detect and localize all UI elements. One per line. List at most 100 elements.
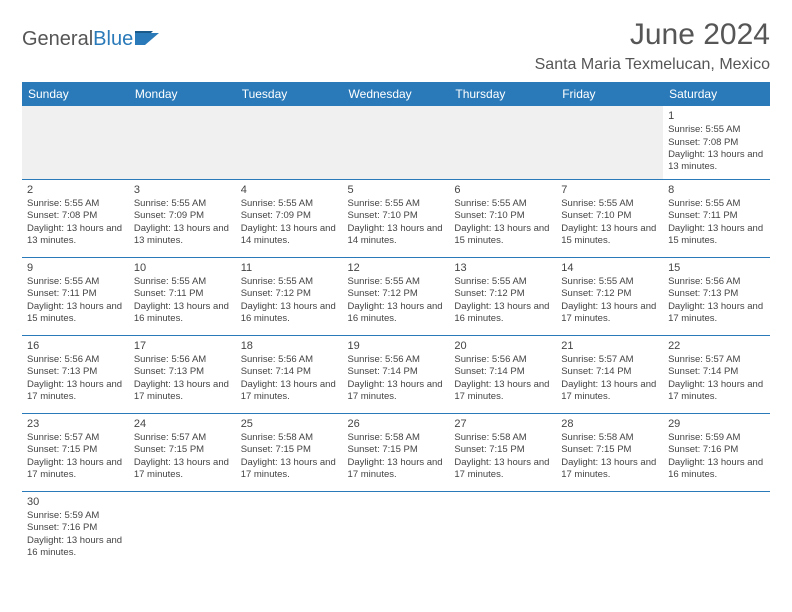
daylight-text: Daylight: 13 hours and 13 minutes. — [134, 223, 231, 248]
daylight-text: Daylight: 13 hours and 17 minutes. — [27, 379, 124, 404]
daylight-text: Daylight: 13 hours and 17 minutes. — [27, 457, 124, 482]
daylight-text: Daylight: 13 hours and 16 minutes. — [348, 301, 445, 326]
calendar-cell: 20Sunrise: 5:56 AMSunset: 7:14 PMDayligh… — [449, 335, 556, 413]
calendar-cell: 4Sunrise: 5:55 AMSunset: 7:09 PMDaylight… — [236, 179, 343, 257]
day-number: 14 — [561, 261, 658, 275]
calendar-cell — [556, 491, 663, 569]
sunrise-text: Sunrise: 5:57 AM — [668, 354, 765, 366]
day-number: 23 — [27, 417, 124, 431]
day-number: 13 — [454, 261, 551, 275]
sunrise-text: Sunrise: 5:56 AM — [27, 354, 124, 366]
sunset-text: Sunset: 7:15 PM — [241, 444, 338, 456]
logo-flag-icon — [135, 31, 161, 49]
daylight-text: Daylight: 13 hours and 13 minutes. — [668, 149, 765, 174]
sunrise-text: Sunrise: 5:56 AM — [241, 354, 338, 366]
day-header: Tuesday — [236, 82, 343, 106]
day-number: 24 — [134, 417, 231, 431]
day-number: 19 — [348, 339, 445, 353]
daylight-text: Daylight: 13 hours and 14 minutes. — [241, 223, 338, 248]
calendar-cell: 16Sunrise: 5:56 AMSunset: 7:13 PMDayligh… — [22, 335, 129, 413]
sunrise-text: Sunrise: 5:58 AM — [561, 432, 658, 444]
calendar-cell: 24Sunrise: 5:57 AMSunset: 7:15 PMDayligh… — [129, 413, 236, 491]
sunrise-text: Sunrise: 5:55 AM — [561, 198, 658, 210]
calendar-cell: 21Sunrise: 5:57 AMSunset: 7:14 PMDayligh… — [556, 335, 663, 413]
calendar-table: SundayMondayTuesdayWednesdayThursdayFrid… — [22, 82, 770, 569]
sunset-text: Sunset: 7:14 PM — [348, 366, 445, 378]
sunrise-text: Sunrise: 5:55 AM — [561, 276, 658, 288]
day-number: 26 — [348, 417, 445, 431]
daylight-text: Daylight: 13 hours and 17 minutes. — [241, 457, 338, 482]
sunset-text: Sunset: 7:09 PM — [241, 210, 338, 222]
sunset-text: Sunset: 7:10 PM — [454, 210, 551, 222]
calendar-cell — [129, 106, 236, 179]
sunrise-text: Sunrise: 5:55 AM — [241, 276, 338, 288]
sunset-text: Sunset: 7:14 PM — [561, 366, 658, 378]
day-number: 27 — [454, 417, 551, 431]
daylight-text: Daylight: 13 hours and 17 minutes. — [348, 457, 445, 482]
daylight-text: Daylight: 13 hours and 17 minutes. — [134, 457, 231, 482]
sunset-text: Sunset: 7:13 PM — [668, 288, 765, 300]
sunrise-text: Sunrise: 5:55 AM — [134, 276, 231, 288]
day-number: 25 — [241, 417, 338, 431]
day-number: 10 — [134, 261, 231, 275]
sunset-text: Sunset: 7:15 PM — [454, 444, 551, 456]
logo-text-1: General — [22, 28, 93, 50]
day-number: 16 — [27, 339, 124, 353]
calendar-body: 1Sunrise: 5:55 AMSunset: 7:08 PMDaylight… — [22, 106, 770, 569]
sunrise-text: Sunrise: 5:55 AM — [348, 276, 445, 288]
sunrise-text: Sunrise: 5:56 AM — [454, 354, 551, 366]
calendar-cell — [663, 491, 770, 569]
sunset-text: Sunset: 7:11 PM — [134, 288, 231, 300]
calendar-cell: 8Sunrise: 5:55 AMSunset: 7:11 PMDaylight… — [663, 179, 770, 257]
sunset-text: Sunset: 7:10 PM — [348, 210, 445, 222]
day-number: 11 — [241, 261, 338, 275]
day-number: 17 — [134, 339, 231, 353]
sunset-text: Sunset: 7:16 PM — [668, 444, 765, 456]
sunrise-text: Sunrise: 5:59 AM — [668, 432, 765, 444]
calendar-row: 9Sunrise: 5:55 AMSunset: 7:11 PMDaylight… — [22, 257, 770, 335]
day-number: 4 — [241, 183, 338, 197]
sunset-text: Sunset: 7:15 PM — [27, 444, 124, 456]
daylight-text: Daylight: 13 hours and 17 minutes. — [454, 457, 551, 482]
calendar-cell: 15Sunrise: 5:56 AMSunset: 7:13 PMDayligh… — [663, 257, 770, 335]
sunrise-text: Sunrise: 5:58 AM — [348, 432, 445, 444]
calendar-cell: 27Sunrise: 5:58 AMSunset: 7:15 PMDayligh… — [449, 413, 556, 491]
daylight-text: Daylight: 13 hours and 15 minutes. — [561, 223, 658, 248]
day-header: Sunday — [22, 82, 129, 106]
day-header: Thursday — [449, 82, 556, 106]
location: Santa Maria Texmelucan, Mexico — [535, 56, 770, 74]
sunset-text: Sunset: 7:12 PM — [241, 288, 338, 300]
month-title: June 2024 — [535, 18, 770, 52]
day-number: 21 — [561, 339, 658, 353]
sunrise-text: Sunrise: 5:56 AM — [134, 354, 231, 366]
calendar-cell: 23Sunrise: 5:57 AMSunset: 7:15 PMDayligh… — [22, 413, 129, 491]
sunrise-text: Sunrise: 5:55 AM — [454, 198, 551, 210]
day-header: Saturday — [663, 82, 770, 106]
sunrise-text: Sunrise: 5:55 AM — [241, 198, 338, 210]
calendar-cell: 13Sunrise: 5:55 AMSunset: 7:12 PMDayligh… — [449, 257, 556, 335]
day-number: 12 — [348, 261, 445, 275]
calendar-cell — [236, 491, 343, 569]
sunset-text: Sunset: 7:13 PM — [134, 366, 231, 378]
sunset-text: Sunset: 7:15 PM — [134, 444, 231, 456]
calendar-cell: 7Sunrise: 5:55 AMSunset: 7:10 PMDaylight… — [556, 179, 663, 257]
calendar-cell — [343, 106, 450, 179]
calendar-cell: 25Sunrise: 5:58 AMSunset: 7:15 PMDayligh… — [236, 413, 343, 491]
day-number: 2 — [27, 183, 124, 197]
day-number: 7 — [561, 183, 658, 197]
daylight-text: Daylight: 13 hours and 17 minutes. — [454, 379, 551, 404]
sunrise-text: Sunrise: 5:55 AM — [27, 276, 124, 288]
calendar-cell: 5Sunrise: 5:55 AMSunset: 7:10 PMDaylight… — [343, 179, 450, 257]
calendar-cell: 26Sunrise: 5:58 AMSunset: 7:15 PMDayligh… — [343, 413, 450, 491]
sunrise-text: Sunrise: 5:55 AM — [454, 276, 551, 288]
sunrise-text: Sunrise: 5:55 AM — [27, 198, 124, 210]
calendar-cell — [343, 491, 450, 569]
sunrise-text: Sunrise: 5:57 AM — [561, 354, 658, 366]
daylight-text: Daylight: 13 hours and 14 minutes. — [348, 223, 445, 248]
calendar-cell — [449, 491, 556, 569]
calendar-row: 30Sunrise: 5:59 AMSunset: 7:16 PMDayligh… — [22, 491, 770, 569]
day-number: 20 — [454, 339, 551, 353]
day-number: 22 — [668, 339, 765, 353]
day-number: 6 — [454, 183, 551, 197]
daylight-text: Daylight: 13 hours and 17 minutes. — [561, 379, 658, 404]
